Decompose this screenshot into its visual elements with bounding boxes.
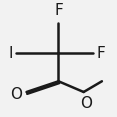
Text: F: F: [96, 46, 105, 61]
Text: F: F: [54, 3, 63, 18]
Text: O: O: [80, 96, 92, 111]
Text: O: O: [10, 87, 22, 102]
Text: I: I: [8, 46, 13, 61]
